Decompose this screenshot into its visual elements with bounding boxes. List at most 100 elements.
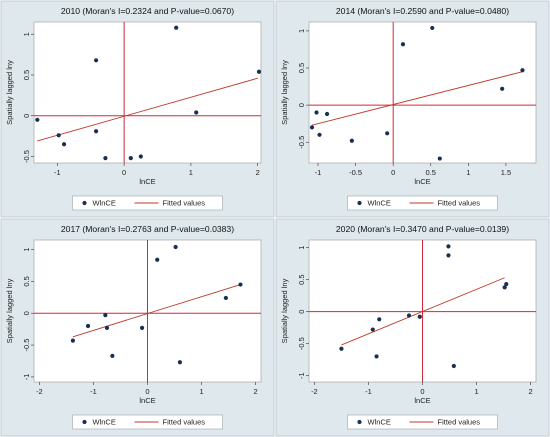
- x-tick-label: -2: [36, 387, 43, 396]
- fitted-line: [37, 77, 258, 142]
- data-point: [93, 129, 99, 134]
- data-point: [56, 133, 61, 138]
- data-point: [314, 110, 319, 115]
- y-tick-label: -0.5: [22, 150, 31, 163]
- data-point: [70, 338, 76, 343]
- chart-panel-2014: 2014 (Moran's I=0.2590 and P-value=0.048…: [275, 0, 550, 218]
- data-point: [103, 313, 108, 318]
- chart-panel-2010: 2010 (Moran's I=0.2324 and P-value=0.067…: [0, 0, 275, 218]
- plot-area: [33, 21, 262, 164]
- chart-panel-2020: 2020 (Moran's I=0.3470 and P-value=0.013…: [275, 218, 550, 437]
- y-tick-label: -0.5: [22, 339, 31, 352]
- x-tick-label: 0: [391, 168, 395, 177]
- data-point: [104, 325, 110, 330]
- data-point: [500, 86, 505, 91]
- x-tick-label: 1: [474, 387, 478, 396]
- x-tick-label: -2: [311, 387, 318, 396]
- data-point: [139, 325, 145, 330]
- data-point: [194, 110, 199, 115]
- y-tick-label: 0: [297, 103, 306, 107]
- x-tick-label: 1: [466, 168, 470, 177]
- data-point: [103, 156, 108, 161]
- legend-point-marker: [357, 200, 362, 206]
- x-axis-label: lnCE: [414, 177, 430, 186]
- fitted-line: [72, 284, 241, 338]
- x-tick-label: -1: [54, 168, 61, 177]
- x-tick-label: 1.5: [501, 168, 511, 177]
- data-point: [374, 354, 379, 359]
- legend-label-points: WlnCE: [93, 199, 116, 208]
- data-point: [370, 327, 375, 332]
- data-point: [35, 117, 40, 122]
- y-tick-label: 0: [22, 114, 31, 118]
- data-point: [417, 314, 422, 319]
- x-tick-label: 0: [122, 168, 126, 177]
- x-axis-label: lnCE: [139, 396, 155, 405]
- chart-title: 2014 (Moran's I=0.2590 and P-value=0.048…: [336, 6, 509, 16]
- data-point: [174, 25, 179, 30]
- data-point: [324, 111, 330, 117]
- data-point: [400, 42, 406, 47]
- data-point: [317, 132, 322, 137]
- legend-label-fitted: Fitted values: [163, 199, 206, 208]
- x-tick-label: -1: [365, 387, 372, 396]
- x-tick-label: 1: [199, 387, 203, 396]
- y-axis-label: Spatially lagged lny: [5, 60, 14, 125]
- data-point: [61, 142, 67, 147]
- data-point: [85, 323, 91, 329]
- x-tick-label: 1: [189, 168, 193, 177]
- y-tick-label: 0.5: [22, 276, 31, 286]
- data-point: [377, 317, 382, 322]
- x-tick-label: 2: [529, 387, 533, 396]
- chart-panel-2017: 2017 (Moran's I=0.2763 and P-value=0.038…: [0, 218, 275, 437]
- y-tick-label: 0: [297, 310, 306, 314]
- y-tick-label: -0.5: [297, 136, 306, 149]
- legend-label-points: WlnCE: [368, 199, 391, 208]
- y-tick-label: -1: [297, 372, 306, 379]
- legend-label-points: WlnCE: [368, 418, 391, 427]
- y-axis-label: Spatially lagged lny: [280, 60, 289, 125]
- data-point: [520, 68, 525, 73]
- legend-label-fitted: Fitted values: [438, 418, 481, 427]
- x-tick-label: 2: [256, 168, 260, 177]
- data-point: [238, 282, 243, 287]
- data-point: [446, 253, 451, 258]
- x-tick-label: 2: [254, 387, 258, 396]
- data-point: [173, 244, 178, 250]
- y-tick-label: 0.5: [297, 63, 306, 73]
- x-tick-label: 0.5: [426, 168, 436, 177]
- y-tick-label: 1: [22, 32, 31, 36]
- y-tick-label: 0.5: [22, 70, 31, 80]
- y-tick-label: -1: [22, 374, 31, 381]
- chart-title: 2017 (Moran's I=0.2763 and P-value=0.038…: [61, 224, 234, 234]
- data-point: [385, 131, 390, 136]
- x-tick-label: 0: [420, 387, 424, 396]
- data-point: [446, 244, 451, 249]
- y-tick-label: 1: [297, 246, 306, 250]
- chart-title: 2020 (Moran's I=0.3470 and P-value=0.013…: [336, 224, 509, 234]
- data-point: [138, 154, 143, 159]
- y-tick-label: 1: [22, 247, 31, 251]
- legend-point-marker: [82, 419, 87, 425]
- legend-label-fitted: Fitted values: [163, 418, 206, 427]
- data-point: [309, 125, 315, 130]
- fitted-line: [311, 71, 523, 126]
- x-axis-label: lnCE: [139, 177, 155, 186]
- x-tick-label: -1: [315, 168, 322, 177]
- y-tick-label: -0.5: [297, 337, 306, 350]
- x-tick-label: -1: [90, 387, 97, 396]
- data-point: [437, 156, 442, 161]
- data-point: [177, 360, 183, 365]
- x-tick-label: 0: [145, 387, 149, 396]
- x-tick-label: -0.5: [349, 168, 362, 177]
- x-axis-label: lnCE: [414, 396, 430, 405]
- data-point: [339, 346, 344, 351]
- y-axis-label: Spatially lagged lny: [280, 278, 289, 343]
- y-tick-label: 0.5: [297, 274, 306, 284]
- legend-point-marker: [357, 419, 362, 425]
- plot-area: [308, 21, 537, 164]
- data-point: [128, 156, 133, 161]
- legend-point-marker: [82, 200, 87, 206]
- y-tick-label: 0: [22, 311, 31, 315]
